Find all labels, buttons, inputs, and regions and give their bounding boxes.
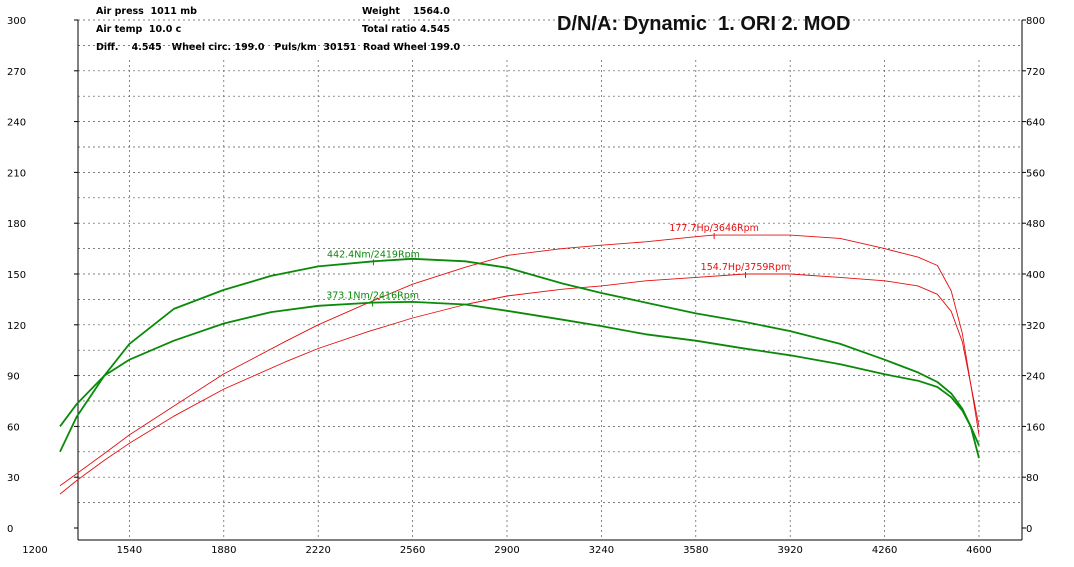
x-tick-label: 4600: [966, 545, 991, 556]
x-tick-label: 2560: [400, 545, 425, 556]
diff-info-label: Diff. 4.545 Wheel circ. 199.0 Puls/km 30…: [96, 42, 461, 53]
series-line-power-ori: [59, 273, 980, 495]
x-tick-label: 2900: [494, 545, 519, 556]
y-right-tick-label: 0: [1026, 524, 1032, 535]
y-tick-label: 300: [7, 16, 26, 27]
grid-layer: [78, 19, 1022, 540]
y-right-tick-label: 400: [1026, 270, 1045, 281]
y-right-tick-label: 800: [1026, 16, 1045, 27]
axis-layer: 0 30 60 90 120 150 180 210 240 270 300 0 80 160 240 320…: [7, 16, 1045, 556]
x-tick-label: 3580: [683, 545, 708, 556]
air-temp-label: Air temp 10.0 c: [96, 24, 182, 35]
y-tick-label: 90: [7, 372, 20, 383]
chart-title: D/N/A: Dynamic 1. ORI 2. MOD: [557, 13, 851, 35]
peak-label: 154.7Hp/3759Rpm: [701, 262, 791, 273]
y-right-tick-label: 640: [1026, 118, 1045, 129]
y-tick-label: 240: [7, 118, 26, 129]
y-tick-label: 210: [7, 168, 26, 179]
y-right-tick-label: 80: [1026, 473, 1039, 484]
series-line-torque-mod: [59, 257, 980, 459]
y-tick-label: 150: [7, 270, 26, 281]
y-right-tick-label: 160: [1026, 422, 1045, 433]
weight-label: Weight 1564.0: [362, 6, 450, 17]
y-right-tick-label: 720: [1026, 67, 1045, 78]
y-right-tick-label: 240: [1026, 372, 1045, 383]
x-tick-label: 1200: [22, 545, 47, 556]
x-tick-label: 2220: [305, 545, 330, 556]
series-layer: [59, 234, 980, 495]
y-tick-label: 120: [7, 321, 26, 332]
label-layer: 154.7Hp/3759Rpm 177.7Hp/3646Rpm 373.1Nm/24…: [326, 223, 790, 307]
y-tick-label: 180: [7, 219, 26, 230]
y-tick-label: 270: [7, 67, 26, 78]
y-right-tick-label: 560: [1026, 168, 1045, 179]
y-right-tick-label: 480: [1026, 219, 1045, 230]
y-tick-label: 60: [7, 422, 20, 433]
y-tick-label: 30: [7, 473, 20, 484]
air-press-label: Air press 1011 mb: [96, 6, 197, 17]
x-tick-label: 3240: [589, 545, 614, 556]
x-tick-label: 4260: [872, 545, 897, 556]
series-line-power-mod: [59, 234, 980, 487]
peak-label: 442.4Nm/2419Rpm: [327, 249, 420, 260]
x-tick-label: 1880: [211, 545, 236, 556]
x-tick-label: 1540: [117, 545, 142, 556]
total-ratio-label: Total ratio 4.545: [362, 24, 451, 35]
y-right-tick-label: 320: [1026, 321, 1045, 332]
x-tick-label: 3920: [777, 545, 802, 556]
peak-label: 177.7Hp/3646Rpm: [669, 223, 759, 234]
series-line-torque-ori: [59, 300, 980, 446]
y-tick-label: 0: [7, 524, 13, 535]
peak-label: 373.1Nm/2416Rpm: [326, 291, 419, 302]
